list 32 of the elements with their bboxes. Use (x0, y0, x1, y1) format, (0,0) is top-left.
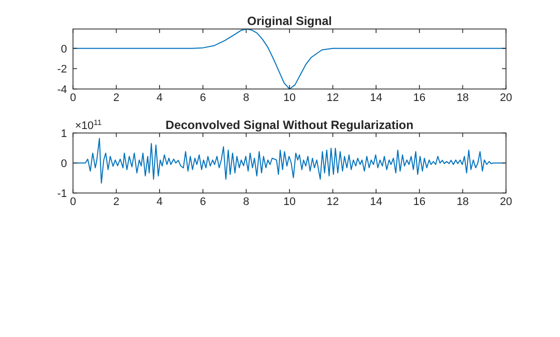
x-tick-label: 0 (70, 92, 76, 104)
x-tick-label: 6 (200, 196, 206, 208)
x-tick-label: 10 (283, 92, 296, 104)
x-tick-label: 14 (370, 196, 382, 208)
y-tick-label: -2 (57, 64, 67, 76)
x-tick-label: 16 (413, 92, 426, 104)
line-series (73, 28, 506, 90)
x-tick-label: 2 (113, 92, 120, 104)
y-tick-label: 0 (60, 43, 67, 56)
x-tick-label: 8 (243, 196, 250, 208)
x-tick-label: 0 (70, 196, 76, 208)
x-tick-label: 20 (500, 196, 512, 208)
x-tick-label: 8 (243, 92, 250, 104)
y-tick-label: -1 (57, 188, 67, 200)
x-tick-label: 12 (326, 92, 339, 104)
chart-title: Original Signal (247, 14, 332, 28)
x-tick-label: 20 (500, 92, 512, 104)
x-tick-label: 10 (283, 196, 296, 208)
x-tick-label: 16 (413, 196, 426, 208)
x-tick-label: 18 (456, 92, 469, 104)
y-tick-label: 1 (60, 128, 67, 140)
x-tick-label: 6 (200, 92, 206, 104)
x-tick-label: 12 (326, 196, 339, 208)
x-tick-label: 18 (456, 196, 469, 208)
x-tick-label: 4 (156, 92, 163, 104)
text: ×10$^{11}$ (75, 118, 102, 132)
x-tick-label: 4 (156, 196, 163, 208)
y-tick-label: -4 (57, 84, 67, 96)
x-tick-label: 14 (370, 92, 382, 104)
y-tick-label: 0 (60, 158, 67, 170)
x-tick-label: 2 (113, 196, 120, 208)
chart-title: Deconvolved Signal Without Regularization (166, 118, 414, 132)
